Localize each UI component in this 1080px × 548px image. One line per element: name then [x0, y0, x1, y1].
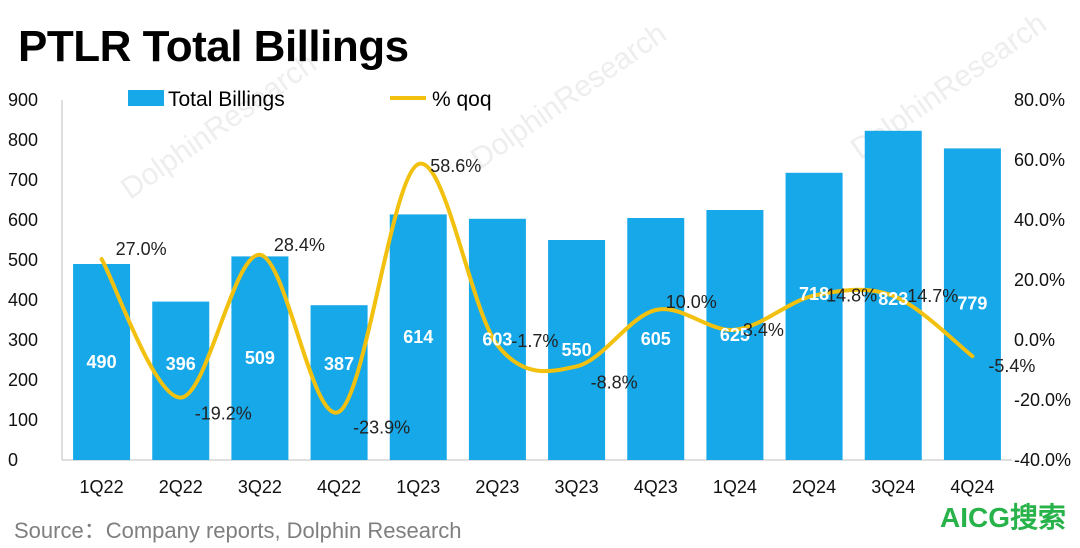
- left-axis-tick: 400: [8, 290, 38, 310]
- right-axis-tick: 60.0%: [1014, 150, 1065, 170]
- chart-title: PTLR Total Billings: [18, 22, 409, 71]
- qoq-value-label: -5.4%: [988, 356, 1035, 376]
- x-axis-tick: 2Q23: [475, 477, 519, 497]
- bar-value-label: 550: [562, 340, 592, 360]
- watermark-text: DolphinResearch: [465, 17, 672, 176]
- right-axis-tick: 80.0%: [1014, 90, 1065, 110]
- legend-label-bar: Total Billings: [168, 88, 285, 111]
- qoq-value-label: 28.4%: [274, 235, 325, 255]
- x-axis-tick: 4Q24: [950, 477, 994, 497]
- bar-value-label: 509: [245, 348, 275, 368]
- left-axis-tick: 800: [8, 130, 38, 150]
- x-axis-tick: 1Q23: [396, 477, 440, 497]
- qoq-value-label: -19.2%: [195, 404, 252, 424]
- legend-label-line: % qoq: [432, 88, 492, 111]
- x-axis-tick: 4Q23: [634, 477, 678, 497]
- x-axis-tick: 3Q24: [871, 477, 915, 497]
- left-axis-tick: 900: [8, 90, 38, 110]
- right-axis-tick: 0.0%: [1014, 330, 1055, 350]
- bar-value-label: 605: [641, 329, 671, 349]
- bar-1Q24: [706, 210, 764, 460]
- bar-4Q22: [310, 305, 368, 460]
- bar-2Q24: [785, 172, 843, 461]
- bar-value-label: 396: [166, 354, 196, 374]
- right-axis-tick: -40.0%: [1014, 450, 1071, 470]
- qoq-value-label: 14.8%: [826, 286, 877, 306]
- bar-4Q24: [943, 148, 1001, 460]
- bar-3Q22: [231, 256, 289, 460]
- left-axis-tick: 700: [8, 170, 38, 190]
- bar-1Q23: [389, 214, 447, 460]
- x-axis-tick: 4Q22: [317, 477, 361, 497]
- x-axis-tick: 2Q24: [792, 477, 836, 497]
- qoq-value-label: -23.9%: [353, 418, 410, 438]
- qoq-value-label: -1.7%: [511, 331, 558, 351]
- left-axis-tick: 100: [8, 410, 38, 430]
- bar-value-label: 387: [324, 354, 354, 374]
- bar-value-label: 718: [799, 284, 829, 304]
- bar-3Q23: [548, 240, 606, 460]
- qoq-value-label: -8.8%: [591, 372, 638, 392]
- qoq-value-label: 58.6%: [430, 156, 481, 176]
- left-axis-tick: 300: [8, 330, 38, 350]
- x-axis-tick: 1Q22: [80, 477, 124, 497]
- bar-2Q23: [468, 218, 526, 460]
- left-axis-tick: 500: [8, 250, 38, 270]
- qoq-value-label: 14.7%: [907, 286, 958, 306]
- bar-value-label: 779: [957, 293, 987, 313]
- qoq-value-label: 27.0%: [116, 239, 167, 259]
- left-axis-tick: 200: [8, 370, 38, 390]
- bar-value-label: 603: [482, 329, 512, 349]
- bar-value-label: 625: [720, 325, 750, 345]
- x-axis-tick: 2Q22: [159, 477, 203, 497]
- x-axis-tick: 3Q23: [555, 477, 599, 497]
- bar-value-label: 490: [87, 352, 117, 372]
- legend-swatch-bar: [128, 90, 164, 106]
- source-note: Source：Company reports, Dolphin Research: [14, 518, 462, 543]
- qoq-value-label: 3.4%: [743, 320, 784, 340]
- bar-value-label: 614: [403, 327, 433, 347]
- x-axis-tick: 3Q22: [238, 477, 282, 497]
- qoq-value-label: 10.0%: [666, 292, 717, 312]
- x-axis-tick: 1Q24: [713, 477, 757, 497]
- bar-value-label: 823: [878, 289, 908, 309]
- qoq-line: [99, 162, 975, 415]
- aicg-logo: AICG搜索: [939, 502, 1066, 533]
- right-axis-tick: -20.0%: [1014, 390, 1071, 410]
- right-axis-tick: 40.0%: [1014, 210, 1065, 230]
- bar-4Q23: [627, 218, 685, 460]
- right-axis-tick: 20.0%: [1014, 270, 1065, 290]
- left-axis-tick: 0: [8, 450, 18, 470]
- left-axis-tick: 600: [8, 210, 38, 230]
